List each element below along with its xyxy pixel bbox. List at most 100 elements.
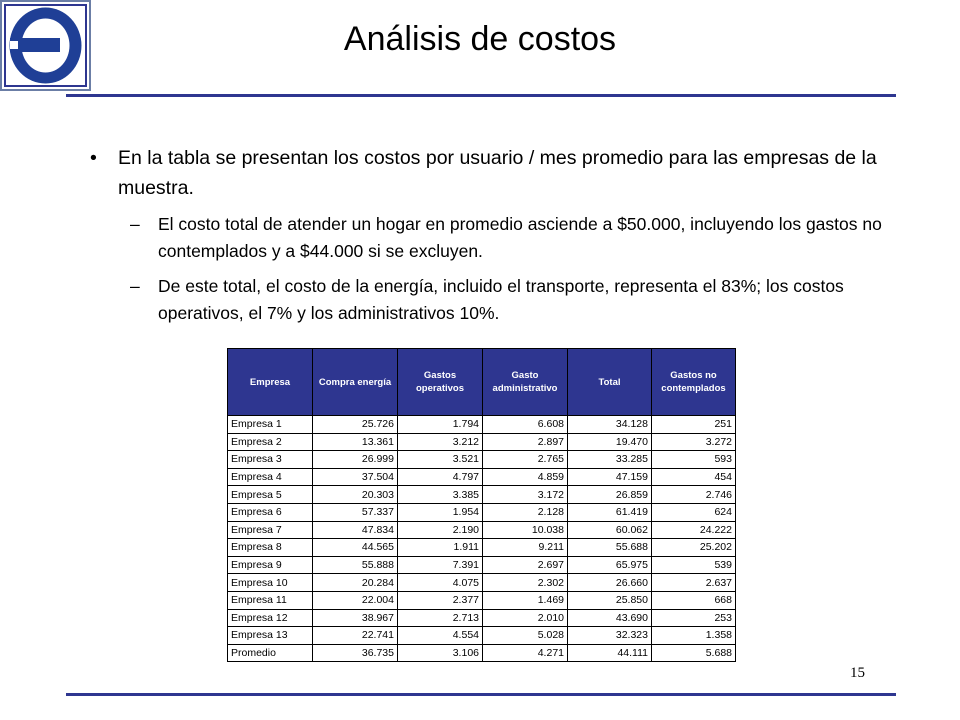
table-row: Empresa 10 20.284 4.075 2.302 26.660 2.637 bbox=[227, 573, 736, 592]
company-cell: Empresa 6 bbox=[227, 502, 313, 522]
value-cell: 1.954 bbox=[397, 502, 483, 522]
dash-mark: – bbox=[130, 276, 140, 296]
value-cell: 34.128 bbox=[567, 415, 652, 434]
value-cell: 251 bbox=[651, 415, 736, 434]
value-cell: 2.128 bbox=[482, 502, 568, 522]
value-cell: 26.660 bbox=[567, 573, 652, 592]
table-row: Empresa 8 44.565 1.911 9.211 55.688 25.202 bbox=[227, 538, 736, 557]
column-header: Gasto administrativo bbox=[482, 348, 568, 416]
value-cell: 2.302 bbox=[482, 573, 568, 592]
value-cell: 37.504 bbox=[312, 467, 398, 487]
sub-bullet-text: El costo total de atender un hogar en pr… bbox=[158, 214, 882, 261]
slide-body: • En la tabla se presentan los costos po… bbox=[90, 143, 890, 327]
value-cell: 26.999 bbox=[312, 450, 398, 469]
value-cell: 33.285 bbox=[567, 450, 652, 469]
value-cell: 253 bbox=[651, 608, 736, 628]
value-cell: 1.469 bbox=[482, 590, 568, 610]
company-cell: Empresa 7 bbox=[227, 520, 313, 540]
table-row: Empresa 5 20.303 3.385 3.172 26.859 2.746 bbox=[227, 485, 736, 504]
value-cell: 4.075 bbox=[397, 573, 483, 592]
value-cell: 2.190 bbox=[397, 520, 483, 540]
company-cell: Empresa 9 bbox=[227, 555, 313, 575]
value-cell: 1.794 bbox=[397, 415, 483, 434]
table-row: Empresa 6 57.337 1.954 2.128 61.419 624 bbox=[227, 502, 736, 522]
value-cell: 43.690 bbox=[567, 608, 652, 628]
value-cell: 3.521 bbox=[397, 450, 483, 469]
company-cell: Empresa 13 bbox=[227, 626, 313, 645]
table-row: Empresa 11 22.004 2.377 1.469 25.850 668 bbox=[227, 590, 736, 610]
value-cell: 55.688 bbox=[567, 538, 652, 557]
column-header: Total bbox=[567, 348, 652, 416]
company-cell: Empresa 10 bbox=[227, 573, 313, 592]
value-cell: 25.202 bbox=[651, 538, 736, 557]
value-cell: 2.746 bbox=[651, 485, 736, 504]
value-cell: 2.765 bbox=[482, 450, 568, 469]
value-cell: 7.391 bbox=[397, 555, 483, 575]
title-divider bbox=[66, 94, 896, 97]
value-cell: 60.062 bbox=[567, 520, 652, 540]
value-cell: 9.211 bbox=[482, 538, 568, 557]
value-cell: 3.106 bbox=[397, 643, 483, 663]
value-cell: 2.713 bbox=[397, 608, 483, 628]
value-cell: 44.111 bbox=[567, 643, 652, 663]
table-header-row: Empresa Compra energía Gastos operativos… bbox=[227, 348, 736, 416]
value-cell: 4.859 bbox=[482, 467, 568, 487]
company-cell: Empresa 12 bbox=[227, 608, 313, 628]
table-row: Empresa 12 38.967 2.713 2.010 43.690 253 bbox=[227, 608, 736, 628]
value-cell: 539 bbox=[651, 555, 736, 575]
value-cell: 32.323 bbox=[567, 626, 652, 645]
bullet-item: • En la tabla se presentan los costos po… bbox=[90, 143, 890, 203]
cost-table: Empresa Compra energía Gastos operativos… bbox=[227, 348, 736, 663]
table-row: Empresa 13 22.741 4.554 5.028 32.323 1.358 bbox=[227, 626, 736, 645]
bullet-mark: • bbox=[90, 147, 97, 169]
company-cell: Empresa 8 bbox=[227, 538, 313, 557]
column-header: Gastos operativos bbox=[397, 348, 483, 416]
table-row: Empresa 1 25.726 1.794 6.608 34.128 251 bbox=[227, 415, 736, 434]
sub-bullet-item: – De este total, el costo de la energía,… bbox=[90, 273, 890, 327]
value-cell: 22.004 bbox=[312, 590, 398, 610]
value-cell: 454 bbox=[651, 467, 736, 487]
company-cell: Empresa 2 bbox=[227, 432, 313, 452]
value-cell: 47.159 bbox=[567, 467, 652, 487]
value-cell: 44.565 bbox=[312, 538, 398, 557]
value-cell: 4.554 bbox=[397, 626, 483, 645]
average-row: Promedio 36.735 3.106 4.271 44.111 5.688 bbox=[227, 643, 736, 663]
column-header: Empresa bbox=[227, 348, 313, 416]
value-cell: 61.419 bbox=[567, 502, 652, 522]
value-cell: 22.741 bbox=[312, 626, 398, 645]
value-cell: 5.688 bbox=[651, 643, 736, 663]
value-cell: 3.212 bbox=[397, 432, 483, 452]
column-header: Compra energía bbox=[312, 348, 398, 416]
value-cell: 4.797 bbox=[397, 467, 483, 487]
company-cell: Empresa 3 bbox=[227, 450, 313, 469]
value-cell: 10.038 bbox=[482, 520, 568, 540]
value-cell: 1.358 bbox=[651, 626, 736, 645]
value-cell: 25.850 bbox=[567, 590, 652, 610]
value-cell: 3.172 bbox=[482, 485, 568, 504]
value-cell: 20.284 bbox=[312, 573, 398, 592]
value-cell: 3.272 bbox=[651, 432, 736, 452]
table-row: Empresa 7 47.834 2.190 10.038 60.062 24.222 bbox=[227, 520, 736, 540]
bullet-text: En la tabla se presentan los costos por … bbox=[118, 147, 877, 199]
company-cell: Empresa 11 bbox=[227, 590, 313, 610]
value-cell: 668 bbox=[651, 590, 736, 610]
value-cell: 2.897 bbox=[482, 432, 568, 452]
footer-divider bbox=[66, 693, 896, 696]
value-cell: 1.911 bbox=[397, 538, 483, 557]
company-logo bbox=[0, 0, 91, 91]
value-cell: 20.303 bbox=[312, 485, 398, 504]
value-cell: 5.028 bbox=[482, 626, 568, 645]
value-cell: 38.967 bbox=[312, 608, 398, 628]
table-row: Empresa 3 26.999 3.521 2.765 33.285 593 bbox=[227, 450, 736, 469]
value-cell: 13.361 bbox=[312, 432, 398, 452]
value-cell: 26.859 bbox=[567, 485, 652, 504]
value-cell: 47.834 bbox=[312, 520, 398, 540]
value-cell: 2.010 bbox=[482, 608, 568, 628]
sub-bullet-text: De este total, el costo de la energía, i… bbox=[158, 276, 844, 323]
table-row: Empresa 4 37.504 4.797 4.859 47.159 454 bbox=[227, 467, 736, 487]
value-cell: 24.222 bbox=[651, 520, 736, 540]
page-number: 15 bbox=[850, 665, 865, 681]
slide-title: Análisis de costos bbox=[343, 20, 617, 58]
company-cell: Empresa 4 bbox=[227, 467, 313, 487]
value-cell: 57.337 bbox=[312, 502, 398, 522]
